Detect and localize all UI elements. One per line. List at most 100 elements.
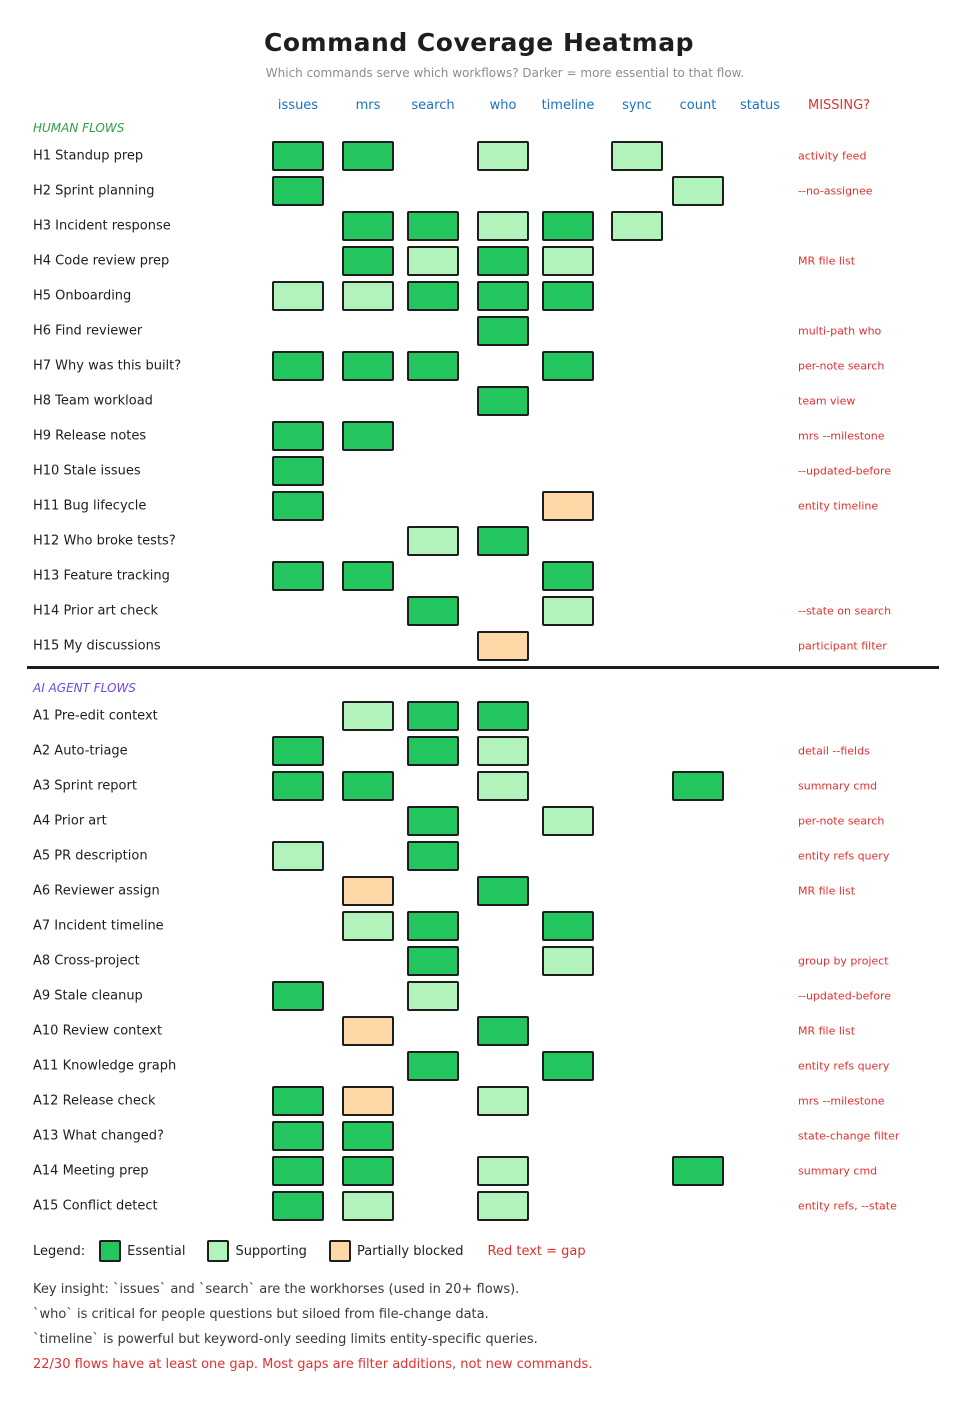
section-ai-flows: AI AGENT FLOWS	[33, 681, 136, 695]
cell-supporting-mrs	[342, 281, 394, 311]
column-header-search: search	[411, 98, 455, 113]
insight-line: `who` is critical for people questions b…	[33, 1307, 489, 1322]
cell-supporting-timeline	[542, 246, 594, 276]
missing-gap: MR file list	[798, 884, 856, 898]
insight-line: Key insight: `issues` and `search` are t…	[33, 1282, 520, 1297]
missing-gap: --state on search	[798, 604, 892, 618]
cell-supporting-timeline	[542, 946, 594, 976]
flow-label: A15 Conflict detect	[33, 1198, 158, 1214]
cell-supporting-timeline	[542, 806, 594, 836]
flow-label: H3 Incident response	[33, 218, 171, 234]
cell-supporting-who	[477, 141, 529, 171]
missing-gap: MR file list	[798, 1024, 856, 1038]
flow-label: A9 Stale cleanup	[33, 988, 143, 1004]
cell-essential-issues	[272, 981, 324, 1011]
cell-partial-timeline	[542, 491, 594, 521]
cell-essential-search	[407, 911, 459, 941]
cell-essential-mrs	[342, 1156, 394, 1186]
flow-label: H15 My discussions	[33, 638, 161, 654]
legend-partial: Partially blocked	[356, 1243, 464, 1259]
flow-label: A6 Reviewer assign	[33, 883, 160, 899]
cell-essential-timeline	[542, 911, 594, 941]
cell-essential-who	[477, 386, 529, 416]
missing-gap: per-note search	[798, 814, 885, 828]
cell-essential-timeline	[542, 211, 594, 241]
cell-essential-timeline	[542, 561, 594, 591]
flow-label: H9 Release notes	[33, 428, 147, 444]
cell-essential-issues	[272, 1121, 324, 1151]
page-title: Command Coverage Heatmap	[264, 28, 694, 57]
flow-label: H5 Onboarding	[33, 288, 132, 304]
missing-gap: summary cmd	[798, 779, 878, 793]
cell-essential-issues	[272, 456, 324, 486]
cell-partial-who	[477, 631, 529, 661]
flow-label: H2 Sprint planning	[33, 183, 155, 199]
cell-essential-count	[672, 771, 724, 801]
cell-essential-mrs	[342, 421, 394, 451]
missing-gap: entity refs, --state	[798, 1199, 897, 1213]
legend-label: Legend:	[33, 1243, 86, 1259]
missing-column-header: MISSING?	[808, 98, 871, 113]
legend-essential-swatch	[99, 1240, 122, 1262]
legend-partial-swatch	[328, 1240, 351, 1262]
cell-essential-timeline	[542, 281, 594, 311]
flow-label: H10 Stale issues	[33, 463, 141, 479]
flow-label: A1 Pre-edit context	[33, 708, 158, 724]
column-header-issues: issues	[277, 98, 319, 113]
column-header-sync: sync	[622, 98, 652, 113]
subtitle: Which commands serve which workflows? Da…	[265, 66, 745, 80]
cell-essential-who	[477, 246, 529, 276]
missing-gap: participant filter	[798, 639, 887, 653]
flow-label: A3 Sprint report	[33, 778, 137, 794]
legend: Legend: Essential Supporting Partially b…	[33, 1240, 586, 1262]
conclusion: 22/30 flows have at least one gap. Most …	[33, 1357, 593, 1372]
cell-essential-search	[407, 701, 459, 731]
column-header-count: count	[679, 98, 717, 113]
cell-essential-issues	[272, 491, 324, 521]
missing-gap: --updated-before	[798, 464, 892, 478]
cell-partial-mrs	[342, 876, 394, 906]
cell-essential-search	[407, 1051, 459, 1081]
cell-supporting-who	[477, 736, 529, 766]
cell-supporting-who	[477, 771, 529, 801]
cell-essential-mrs	[342, 141, 394, 171]
flow-label: A4 Prior art	[33, 813, 107, 829]
cell-essential-search	[407, 736, 459, 766]
column-header-timeline: timeline	[541, 98, 595, 113]
cell-essential-search	[407, 596, 459, 626]
flow-label: H14 Prior art check	[33, 603, 159, 619]
cell-essential-mrs	[342, 771, 394, 801]
cell-supporting-timeline	[542, 596, 594, 626]
cell-essential-mrs	[342, 561, 394, 591]
flow-label: H12 Who broke tests?	[33, 533, 176, 549]
insight-line: `timeline` is powerful but keyword-only …	[33, 1332, 538, 1347]
flow-label: A7 Incident timeline	[33, 918, 164, 934]
missing-gap: entity refs query	[798, 1059, 890, 1073]
cell-essential-timeline	[542, 1051, 594, 1081]
cell-supporting-search	[407, 246, 459, 276]
column-header-mrs: mrs	[355, 98, 381, 113]
missing-gap: MR file list	[798, 254, 856, 268]
cell-essential-issues	[272, 771, 324, 801]
missing-gap: mrs --milestone	[798, 429, 885, 443]
flow-label: H6 Find reviewer	[33, 323, 143, 339]
cell-essential-issues	[272, 1156, 324, 1186]
section-human-flows: HUMAN FLOWS	[33, 121, 125, 135]
missing-gap: activity feed	[798, 149, 867, 163]
flow-label: H8 Team workload	[33, 393, 153, 409]
flow-label: A2 Auto-triage	[33, 743, 128, 759]
flow-label: H4 Code review prep	[33, 253, 170, 269]
cell-essential-issues	[272, 141, 324, 171]
legend-supporting-swatch	[207, 1240, 230, 1262]
flow-label: H11 Bug lifecycle	[33, 498, 147, 514]
missing-gap: entity refs query	[798, 849, 890, 863]
cell-essential-search	[407, 841, 459, 871]
flow-label: H13 Feature tracking	[33, 568, 170, 584]
cell-essential-search	[407, 351, 459, 381]
flow-label: A5 PR description	[33, 848, 148, 864]
cell-essential-mrs	[342, 211, 394, 241]
cell-essential-mrs	[342, 351, 394, 381]
cell-supporting-issues	[272, 841, 324, 871]
missing-gap: team view	[798, 394, 856, 408]
